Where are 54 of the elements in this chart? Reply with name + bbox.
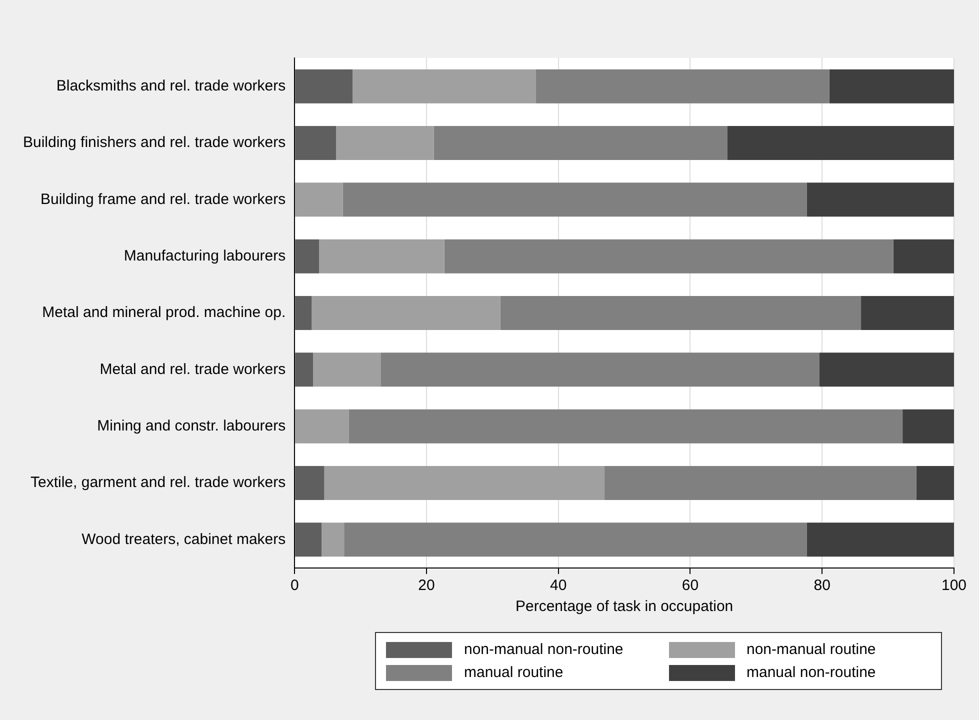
bar [806,522,954,557]
bar [295,182,343,217]
y-tick-label: Building finishers and rel. trade workers [23,134,286,152]
y-tick-label: Building frame and rel. trade workers [40,190,286,208]
legend-label: non-manual non-routine [464,641,624,658]
y-tick-label: Blacksmiths and rel. trade workers [56,77,286,94]
x-tick-label: 40 [550,577,567,594]
y-tick-label: Metal and mineral prod. machine op. [42,304,286,322]
bar [312,296,500,330]
y-tick-label: Wood treaters, cabinet makers [82,530,286,548]
bar [295,69,353,104]
bar [434,126,728,160]
y-tick-label: Metal and rel. trade workers [100,360,286,378]
bar [324,466,605,500]
bar [295,296,312,330]
bar [829,69,954,104]
bar [916,466,954,500]
x-axis-title: Percentage of task in occupation [515,598,734,616]
bar [336,126,434,160]
bar [295,409,349,444]
bar [444,239,894,274]
bar [295,126,336,160]
bar [381,352,820,387]
bar [348,409,903,444]
x-tick-label: 80 [814,577,830,594]
x-tick-label: 60 [682,577,699,594]
legend-label: manual routine [464,664,564,681]
bar [536,69,830,104]
x-tick-label: 0 [290,577,299,594]
bar [806,182,954,217]
bar [342,182,807,217]
x-tick-label: 100 [941,577,967,594]
y-tick-label: Manufacturing labourers [124,247,286,264]
bar [295,522,322,557]
bar [322,522,344,557]
bar [902,409,954,444]
legend-label: manual non-routine [746,664,876,681]
bar [295,466,324,500]
bar [819,352,954,387]
bar [319,239,444,274]
y-tick-label: Textile, garment and rel. trade workers [30,474,286,492]
bar [861,296,954,330]
bar [352,69,536,104]
x-tick-label: 20 [418,577,435,594]
bar [500,296,862,330]
bar [344,522,807,557]
bar [295,352,314,387]
legend-label: non-manual routine [746,641,876,658]
bar [893,239,954,274]
bar [295,239,320,274]
bar [727,126,954,160]
y-tick-label: Mining and constr. labourers [97,417,286,434]
bar [604,466,916,500]
bar [313,352,382,387]
